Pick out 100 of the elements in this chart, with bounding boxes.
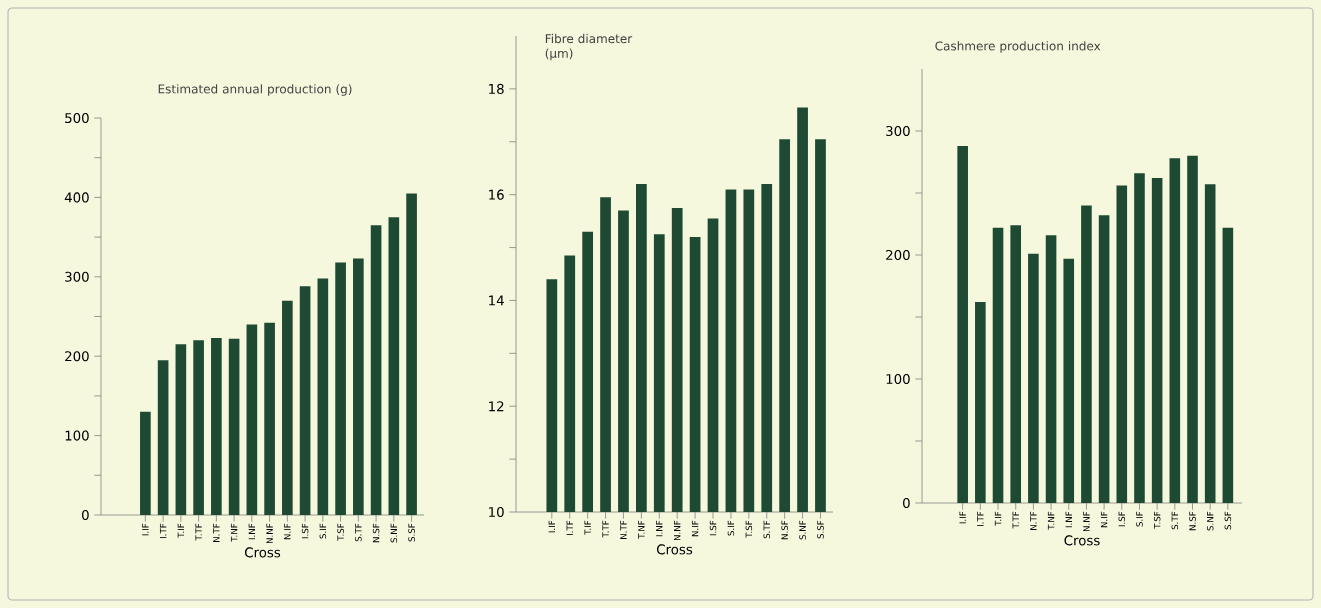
- x-tick-label: S.IF: [1136, 511, 1143, 527]
- x-tick-label: T.TF: [602, 520, 609, 538]
- x-tick-label: T.NF: [1047, 511, 1055, 530]
- x-tick-label: S.TF: [355, 523, 362, 542]
- bar: [406, 193, 417, 515]
- bar: [353, 258, 364, 515]
- bar: [317, 278, 329, 515]
- bar: [975, 302, 986, 503]
- bar: [1028, 253, 1039, 503]
- y-axis-title: Fibre diameter (µm): [545, 33, 633, 61]
- x-tick-label: T.IF: [584, 520, 591, 535]
- bar: [957, 145, 968, 503]
- y-tick-label: 300: [65, 271, 89, 282]
- bar: [264, 322, 275, 515]
- bar: [335, 262, 346, 515]
- x-axis-title: Cross: [244, 547, 281, 558]
- x-tick-label: I.SF: [301, 523, 309, 539]
- x-tick-label: T.TF: [1012, 511, 1019, 529]
- x-tick-label: N.IF: [284, 523, 291, 540]
- y-tick-label: 14: [489, 295, 504, 306]
- bar: [1010, 225, 1022, 503]
- bar: [992, 227, 1004, 503]
- x-tick-label: I.NF: [248, 523, 256, 540]
- x-tick-label: I.SF: [709, 520, 717, 536]
- y-axis-title: Estimated annual production (g): [158, 84, 352, 96]
- x-tick-label: N.TF: [213, 523, 220, 542]
- x-tick-label: I.NF: [656, 520, 663, 537]
- y-tick-label: 200: [65, 351, 89, 362]
- bar: [1081, 205, 1092, 503]
- x-tick-label: S.SF: [408, 523, 415, 542]
- x-tick-label: S.TF: [763, 520, 771, 539]
- y-tick-label: 500: [65, 112, 89, 124]
- y-axis-title: Cashmere production index: [935, 41, 1101, 53]
- y-tick-label: 100: [65, 430, 89, 441]
- x-tick-label: S.IF: [727, 520, 735, 536]
- x-tick-label: S.SF: [817, 520, 824, 539]
- x-tick-label: I.IF: [959, 511, 966, 524]
- y-tick-label: 0: [903, 497, 910, 509]
- x-tick-label: N.IF: [1100, 511, 1108, 528]
- x-tick-label: T.NF: [230, 523, 238, 542]
- bar: [370, 225, 382, 515]
- bar: [1116, 185, 1128, 503]
- bar: [1134, 173, 1145, 503]
- x-tick-label: T.SF: [337, 523, 344, 541]
- bar: [1045, 235, 1057, 503]
- x-tick-label: T.SF: [745, 520, 753, 538]
- y-tick-label: 12: [489, 401, 504, 412]
- x-tick-label: I.TF: [977, 511, 984, 526]
- x-tick-label: S.NF: [390, 523, 398, 543]
- bar: [246, 324, 258, 515]
- x-tick-label: N.TF: [1030, 511, 1037, 530]
- y-tick-label: 400: [64, 192, 89, 203]
- x-tick-label: S.NF: [799, 520, 806, 540]
- bar: [193, 340, 204, 515]
- x-tick-label: T.IF: [177, 523, 185, 538]
- bar: [140, 411, 151, 515]
- x-tick-label: S.NF: [1206, 511, 1214, 531]
- x-tick-label: I.NF: [1065, 511, 1072, 528]
- bar: [1063, 258, 1075, 503]
- y-tick-label: 18: [489, 83, 504, 94]
- bar: [1169, 158, 1181, 503]
- x-tick-label: N.SF: [1189, 511, 1196, 531]
- x-tick-label: T.IF: [994, 511, 1002, 526]
- x-axis-title: Cross: [1064, 535, 1100, 546]
- x-tick-label: S.TF: [1171, 511, 1179, 530]
- x-tick-label: N.SF: [781, 520, 788, 540]
- x-tick-label: N.NF: [266, 523, 273, 544]
- x-tick-label: I.SF: [1118, 511, 1126, 527]
- bar: [175, 344, 187, 515]
- x-tick-label: S.SF: [1224, 511, 1232, 530]
- y-tick-label: 0: [82, 509, 89, 521]
- bar: [228, 338, 240, 515]
- bar: [299, 286, 311, 515]
- bar: [388, 217, 400, 515]
- x-tick-label: I.TF: [159, 523, 167, 538]
- x-axis-title: Cross: [656, 544, 693, 555]
- x-tick-label: I.TF: [566, 520, 573, 535]
- x-tick-label: T.SF: [1153, 511, 1161, 529]
- x-tick-label: N.SF: [372, 523, 380, 543]
- bar: [1098, 215, 1110, 503]
- y-tick-label: 300: [886, 125, 910, 137]
- x-tick-label: N.NF: [1083, 511, 1090, 532]
- x-tick-label: I.IF: [142, 523, 149, 536]
- bar: [1151, 178, 1163, 503]
- x-tick-label: N.IF: [691, 520, 699, 537]
- bar: [1187, 155, 1198, 503]
- bar: [1222, 227, 1234, 503]
- y-tick-label: 200: [886, 249, 910, 261]
- y-tick-label: 100: [886, 373, 910, 385]
- bar: [157, 360, 169, 515]
- bar: [211, 337, 222, 515]
- x-tick-label: T.NF: [638, 520, 645, 539]
- bar: [1204, 184, 1216, 503]
- x-tick-label: T.TF: [195, 523, 202, 541]
- y-tick-label: 16: [489, 189, 504, 200]
- x-tick-label: N.TF: [620, 520, 627, 539]
- x-tick-label: S.IF: [319, 523, 327, 539]
- y-tick-label: 10: [489, 506, 504, 518]
- bar: [282, 300, 293, 515]
- x-tick-label: I.IF: [548, 520, 555, 533]
